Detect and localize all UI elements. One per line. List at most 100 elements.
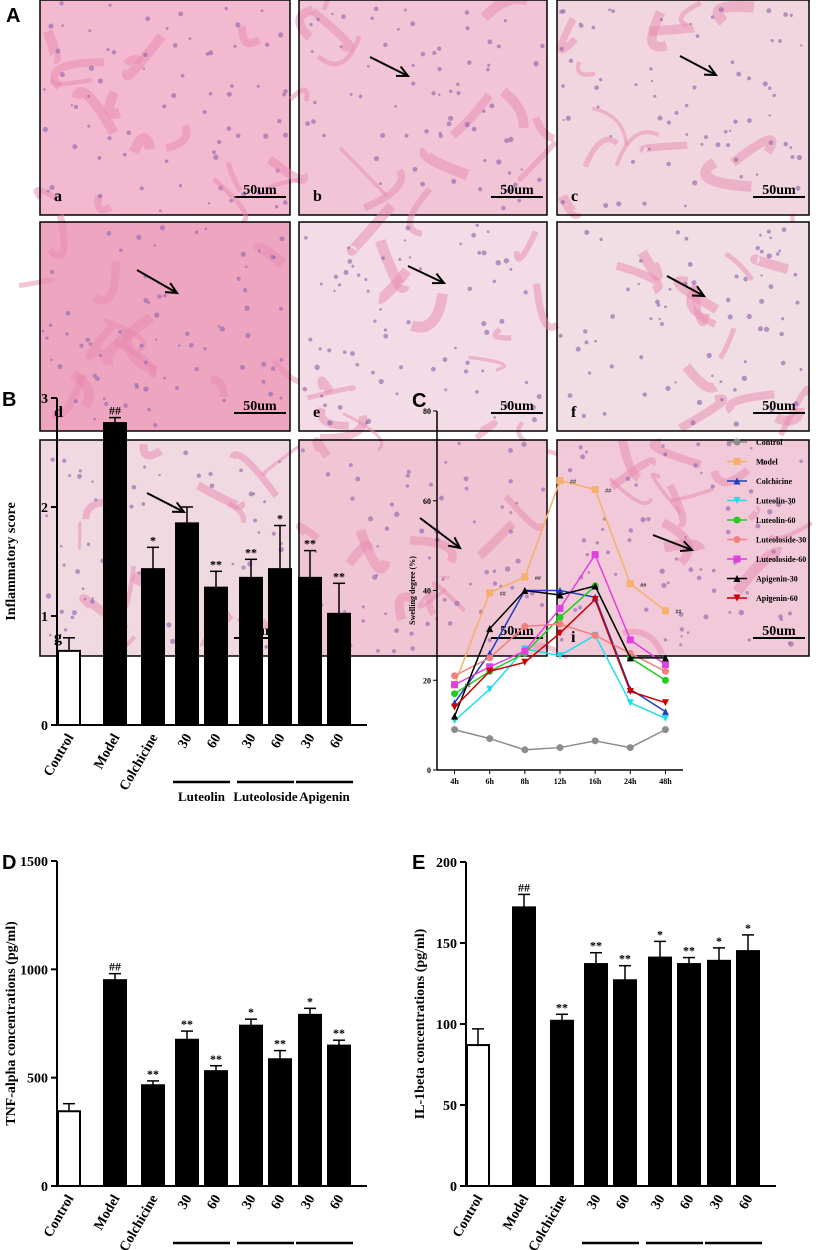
point [591, 551, 599, 559]
image-label: b [313, 188, 322, 205]
cell-nucleus [521, 441, 527, 447]
cell-nucleus [239, 468, 243, 473]
cell-nucleus [442, 357, 448, 362]
legend-label: Control [756, 438, 783, 447]
cell-nucleus [341, 14, 346, 19]
significance-label: ** [304, 537, 316, 551]
cell-nucleus [438, 93, 441, 97]
cell-nucleus [690, 420, 696, 426]
cell-nucleus [185, 331, 190, 336]
tissue-fiber [700, 158, 752, 192]
cell-nucleus [486, 230, 490, 234]
cell-nucleus [507, 171, 512, 175]
y-tick-label: 50 [443, 1099, 457, 1114]
x-tick-label: 30 [239, 1193, 259, 1213]
bar [204, 586, 228, 726]
cell-nucleus [241, 191, 247, 197]
cell-nucleus [585, 450, 588, 454]
cell-nucleus [348, 463, 353, 467]
cell-nucleus [457, 441, 461, 446]
legend-marker [733, 575, 741, 582]
cell-nucleus [70, 615, 75, 620]
x-tick-label: 30 [175, 732, 195, 752]
cell-nucleus [380, 132, 386, 139]
tissue-fiber [582, 136, 620, 168]
cell-nucleus [384, 612, 387, 616]
cell-nucleus [581, 538, 587, 543]
cell-nucleus [383, 42, 388, 47]
cell-nucleus [50, 358, 53, 362]
cell-nucleus [747, 638, 751, 642]
tissue-fiber [339, 147, 388, 197]
cell-nucleus [799, 459, 803, 463]
cell-nucleus [706, 352, 712, 359]
cell-nucleus [609, 364, 614, 369]
cell-nucleus [94, 498, 98, 502]
cell-nucleus [700, 142, 704, 146]
x-tick-label: 30 [298, 1193, 318, 1213]
cell-nucleus [46, 189, 50, 193]
bar [298, 576, 322, 726]
cell-nucleus [510, 585, 515, 590]
cell-nucleus [602, 412, 607, 416]
tissue-fiber [210, 375, 228, 398]
cell-nucleus [489, 103, 495, 109]
y-axis-label: Swelling degree (%) [408, 556, 417, 625]
cell-nucleus [142, 67, 146, 70]
cell-nucleus [143, 465, 147, 469]
tissue-fiber [85, 323, 116, 360]
tissue-fiber [673, 276, 720, 314]
cell-nucleus [136, 234, 142, 240]
cell-nucleus [789, 13, 793, 17]
cell-nucleus [508, 479, 513, 484]
tissue-fiber [375, 238, 410, 293]
cell-nucleus [581, 413, 586, 419]
cell-nucleus [584, 229, 590, 235]
cell-nucleus [241, 565, 246, 570]
tissue-fiber [717, 327, 737, 360]
cell-nucleus [755, 523, 761, 529]
cell-nucleus [45, 593, 52, 599]
cell-nucleus [657, 115, 663, 121]
x-tick-label: 60 [204, 732, 224, 752]
point [626, 654, 634, 662]
cell-nucleus [264, 42, 270, 47]
x-tick-label: 30 [175, 1193, 195, 1213]
significance-label: ## [570, 480, 576, 486]
cell-nucleus [684, 103, 689, 108]
cell-nucleus [696, 575, 702, 581]
legend-marker [733, 516, 741, 524]
cell-nucleus [43, 88, 46, 91]
legend-label: Colchicine [756, 477, 792, 486]
cell-nucleus [337, 404, 343, 410]
cell-nucleus [141, 502, 146, 506]
cell-nucleus [759, 249, 764, 254]
point [451, 690, 459, 698]
cell-nucleus [283, 89, 288, 94]
cell-nucleus [710, 484, 715, 489]
cell-nucleus [358, 94, 363, 99]
cell-nucleus [308, 337, 313, 342]
cell-nucleus [242, 288, 248, 293]
panel-letter: B [2, 389, 16, 411]
cell-nucleus [264, 644, 269, 649]
bar [327, 1044, 351, 1187]
cell-nucleus [799, 367, 803, 372]
cell-nucleus [263, 133, 269, 139]
cell-nucleus [366, 289, 370, 293]
cell-nucleus [583, 329, 588, 334]
cell-nucleus [157, 294, 162, 299]
cell-nucleus [236, 276, 241, 281]
cell-nucleus [567, 467, 573, 473]
cell-nucleus [268, 391, 274, 397]
tissue-fiber [492, 327, 512, 341]
point [556, 591, 564, 599]
cell-nucleus [710, 15, 715, 19]
cell-nucleus [126, 130, 132, 136]
point [556, 613, 564, 621]
cell-nucleus [304, 235, 308, 240]
point [661, 726, 669, 734]
cell-nucleus [42, 126, 48, 133]
cell-nucleus [524, 594, 529, 599]
cell-nucleus [614, 572, 618, 576]
